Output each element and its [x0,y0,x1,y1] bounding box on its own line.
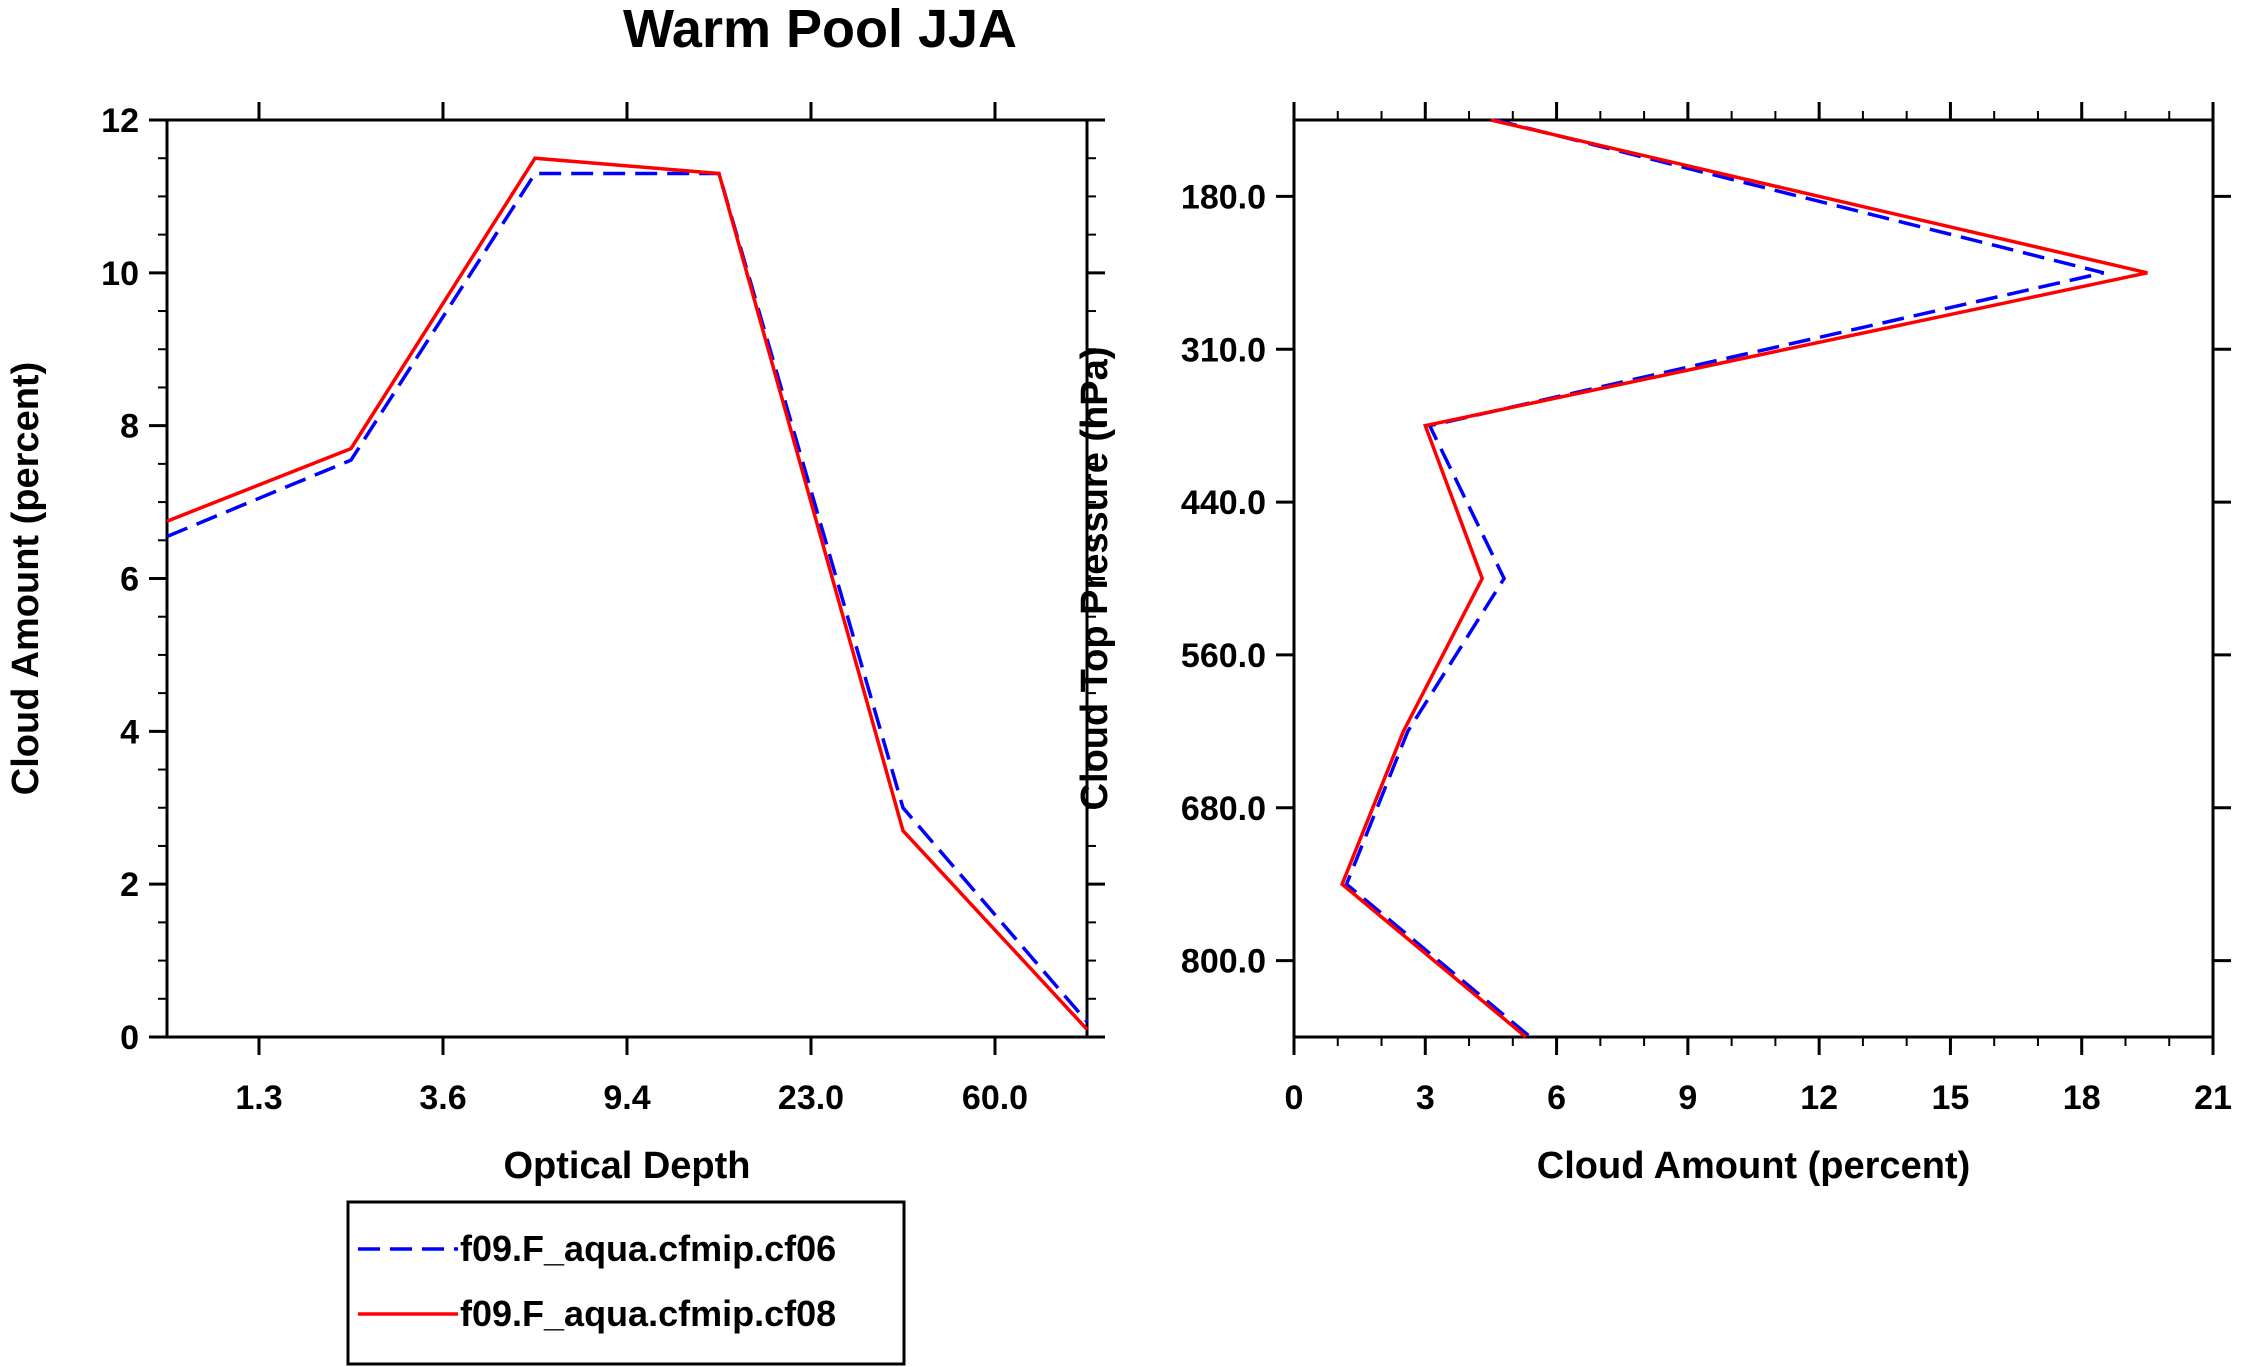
left-panel: 0 2 4 6 8 10 12 1.3 3.6 9.4 23.0 60.0 Optical Depth C… [5,102,1105,1187]
left-plot-frame [165,118,1089,1039]
left-x-tick-label: 23.0 [778,1079,844,1117]
legend-label-cf08: f09.F_aqua.cfmip.cf08 [460,1293,836,1334]
left-y-tick-label: 0 [120,1019,139,1057]
right-y-axis-label: Cloud Top Pressure (hPa) [1074,347,1116,811]
left-x-tick-label: 60.0 [962,1079,1028,1117]
right-x-tick-label: 15 [1932,1079,1970,1117]
left-y-tick-label: 10 [101,255,139,293]
right-x-tick-label: 3 [1416,1079,1435,1117]
left-y-tick-label: 12 [101,102,139,140]
left-x-tick-label: 9.4 [603,1079,650,1117]
right-y-tick-label: 310.0 [1181,331,1266,369]
right-x-tick-label: 0 [1285,1079,1304,1117]
left-y-axis-label: Cloud Amount (percent) [5,362,47,795]
right-x-tick-label: 21 [2194,1079,2232,1117]
left-y-tick-label: 8 [120,408,139,446]
left-y-tick-label: 6 [120,561,139,599]
chart-title: Warm Pool JJA [623,0,1017,59]
left-series-line-cf08 [166,156,1089,1031]
right-y-tick-label: 180.0 [1181,178,1266,216]
right-series-line-cf06 [1344,118,2105,1039]
right-x-tick-label: 12 [1800,1079,1838,1117]
right-x-tick-label: 6 [1547,1079,1566,1117]
legend-box [346,1200,906,1366]
right-y-tick-label: 680.0 [1181,790,1266,828]
legend: f09.F_aqua.cfmip.cf06 f09.F_aqua.cfmip.c… [346,1200,906,1366]
left-y-tick-label: 2 [120,866,139,904]
left-x-tick-label: 1.3 [235,1079,282,1117]
right-x-tick-label: 9 [1678,1079,1697,1117]
right-y-tick-label: 560.0 [1181,637,1266,675]
right-y-tick-label: 800.0 [1181,943,1266,981]
right-plot-frame [1292,118,2215,1039]
right-y-tick-label: 440.0 [1181,484,1266,522]
right-x-axis-label: Cloud Amount (percent) [1537,1145,1970,1187]
legend-label-cf06: f09.F_aqua.cfmip.cf06 [460,1228,836,1269]
left-y-tick-label: 4 [120,713,139,751]
left-x-axis-label: Optical Depth [503,1145,750,1187]
right-x-tick-label: 18 [2063,1079,2101,1117]
right-panel: 0 3 6 9 12 15 18 21 180.0 310.0 440.0 560.0 680.0 800… [1074,102,2232,1187]
left-series-line-cf06 [166,171,1089,1023]
left-x-tick-label: 3.6 [419,1079,466,1117]
right-series-line-cf08 [1340,118,2148,1039]
